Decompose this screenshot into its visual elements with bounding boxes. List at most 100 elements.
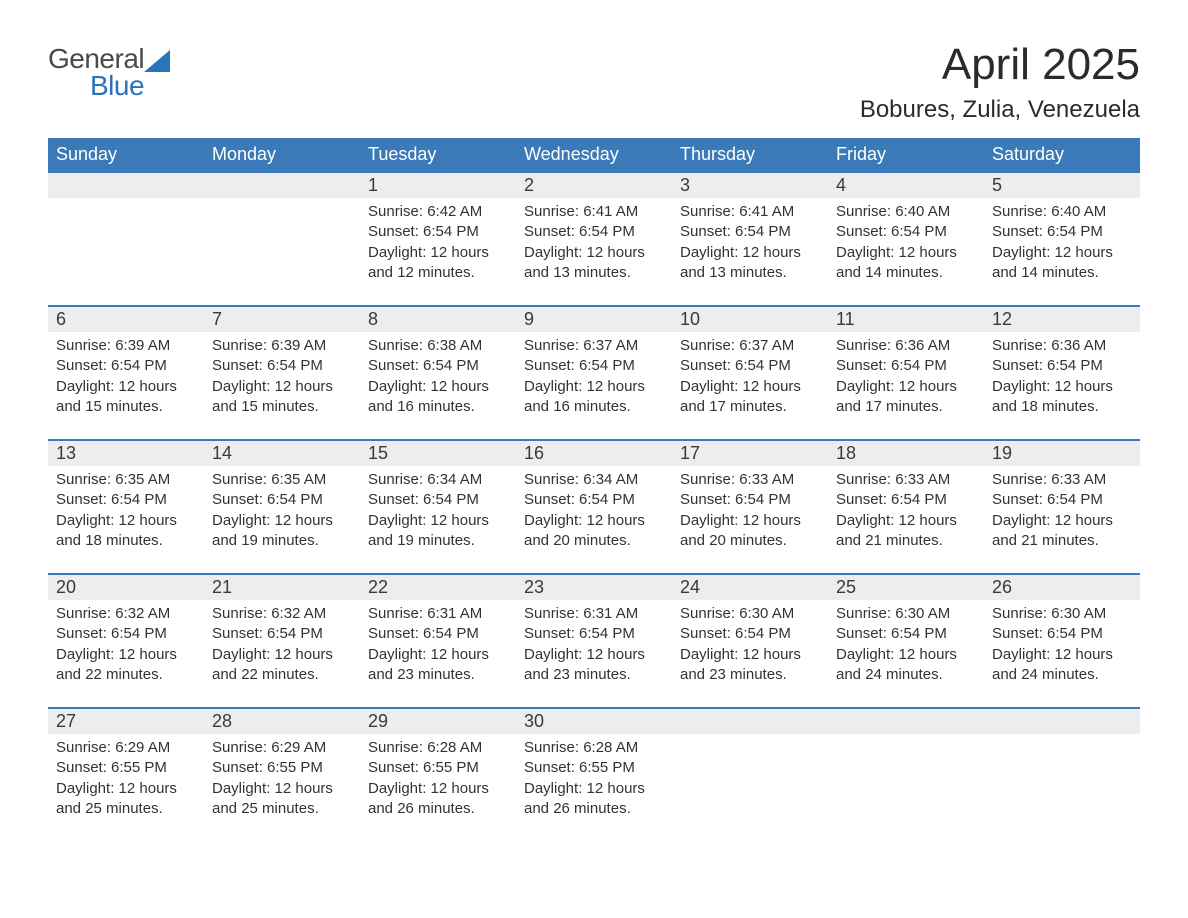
sunrise-text: Sunrise: 6:33 AM bbox=[680, 470, 820, 490]
sunrise-text: Sunrise: 6:40 AM bbox=[992, 202, 1132, 222]
calendar-tbody: 12345Sunrise: 6:42 AMSunset: 6:54 PMDayl… bbox=[48, 172, 1140, 842]
day-content-cell: Sunrise: 6:39 AMSunset: 6:54 PMDaylight:… bbox=[48, 332, 204, 440]
week-content-row: Sunrise: 6:32 AMSunset: 6:54 PMDaylight:… bbox=[48, 600, 1140, 708]
daylight-text: Daylight: 12 hours and 14 minutes. bbox=[836, 243, 976, 284]
day-number-cell: 27 bbox=[48, 708, 204, 734]
week-content-row: Sunrise: 6:29 AMSunset: 6:55 PMDaylight:… bbox=[48, 734, 1140, 842]
daylight-text: Daylight: 12 hours and 25 minutes. bbox=[56, 779, 196, 820]
day-content-cell bbox=[984, 734, 1140, 842]
sunrise-text: Sunrise: 6:40 AM bbox=[836, 202, 976, 222]
day-header: Tuesday bbox=[360, 138, 516, 172]
week-content-row: Sunrise: 6:35 AMSunset: 6:54 PMDaylight:… bbox=[48, 466, 1140, 574]
daylight-text: Daylight: 12 hours and 17 minutes. bbox=[836, 377, 976, 418]
day-number-cell: 3 bbox=[672, 172, 828, 198]
sunset-text: Sunset: 6:54 PM bbox=[212, 356, 352, 376]
brand-line2: Blue bbox=[48, 73, 144, 100]
day-content-cell: Sunrise: 6:35 AMSunset: 6:54 PMDaylight:… bbox=[48, 466, 204, 574]
daylight-text: Daylight: 12 hours and 18 minutes. bbox=[56, 511, 196, 552]
sunset-text: Sunset: 6:54 PM bbox=[992, 222, 1132, 242]
day-content-cell: Sunrise: 6:33 AMSunset: 6:54 PMDaylight:… bbox=[828, 466, 984, 574]
location-subtitle: Bobures, Zulia, Venezuela bbox=[860, 96, 1140, 124]
day-content-cell: Sunrise: 6:33 AMSunset: 6:54 PMDaylight:… bbox=[672, 466, 828, 574]
sunrise-text: Sunrise: 6:30 AM bbox=[680, 604, 820, 624]
brand-text: General Blue bbox=[48, 46, 144, 99]
day-content-cell: Sunrise: 6:29 AMSunset: 6:55 PMDaylight:… bbox=[204, 734, 360, 842]
sunset-text: Sunset: 6:54 PM bbox=[992, 490, 1132, 510]
sunset-text: Sunset: 6:54 PM bbox=[212, 490, 352, 510]
calendar-thead: Sunday Monday Tuesday Wednesday Thursday… bbox=[48, 138, 1140, 172]
sunset-text: Sunset: 6:54 PM bbox=[368, 222, 508, 242]
day-content-cell: Sunrise: 6:41 AMSunset: 6:54 PMDaylight:… bbox=[516, 198, 672, 306]
week-daynum-row: 13141516171819 bbox=[48, 440, 1140, 466]
sunset-text: Sunset: 6:54 PM bbox=[680, 222, 820, 242]
sunrise-text: Sunrise: 6:30 AM bbox=[836, 604, 976, 624]
day-number-cell: 15 bbox=[360, 440, 516, 466]
sunrise-text: Sunrise: 6:42 AM bbox=[368, 202, 508, 222]
sunrise-text: Sunrise: 6:41 AM bbox=[524, 202, 664, 222]
day-content-cell: Sunrise: 6:37 AMSunset: 6:54 PMDaylight:… bbox=[672, 332, 828, 440]
sunset-text: Sunset: 6:54 PM bbox=[56, 490, 196, 510]
daylight-text: Daylight: 12 hours and 20 minutes. bbox=[524, 511, 664, 552]
daylight-text: Daylight: 12 hours and 22 minutes. bbox=[212, 645, 352, 686]
day-number-cell bbox=[984, 708, 1140, 734]
day-number-cell: 26 bbox=[984, 574, 1140, 600]
day-number-cell: 1 bbox=[360, 172, 516, 198]
week-content-row: Sunrise: 6:39 AMSunset: 6:54 PMDaylight:… bbox=[48, 332, 1140, 440]
daylight-text: Daylight: 12 hours and 21 minutes. bbox=[992, 511, 1132, 552]
week-content-row: Sunrise: 6:42 AMSunset: 6:54 PMDaylight:… bbox=[48, 198, 1140, 306]
week-daynum-row: 12345 bbox=[48, 172, 1140, 198]
daylight-text: Daylight: 12 hours and 19 minutes. bbox=[212, 511, 352, 552]
sunrise-text: Sunrise: 6:29 AM bbox=[212, 738, 352, 758]
day-header: Monday bbox=[204, 138, 360, 172]
sunrise-text: Sunrise: 6:34 AM bbox=[524, 470, 664, 490]
day-content-cell: Sunrise: 6:31 AMSunset: 6:54 PMDaylight:… bbox=[360, 600, 516, 708]
day-number-cell: 2 bbox=[516, 172, 672, 198]
day-content-cell: Sunrise: 6:42 AMSunset: 6:54 PMDaylight:… bbox=[360, 198, 516, 306]
header: General Blue April 2025 Bobures, Zulia, … bbox=[48, 40, 1140, 124]
sunset-text: Sunset: 6:54 PM bbox=[368, 356, 508, 376]
day-content-cell: Sunrise: 6:40 AMSunset: 6:54 PMDaylight:… bbox=[828, 198, 984, 306]
day-number-cell: 7 bbox=[204, 306, 360, 332]
daylight-text: Daylight: 12 hours and 22 minutes. bbox=[56, 645, 196, 686]
day-header-row: Sunday Monday Tuesday Wednesday Thursday… bbox=[48, 138, 1140, 172]
day-content-cell: Sunrise: 6:30 AMSunset: 6:54 PMDaylight:… bbox=[672, 600, 828, 708]
sunrise-text: Sunrise: 6:35 AM bbox=[212, 470, 352, 490]
sunset-text: Sunset: 6:54 PM bbox=[368, 490, 508, 510]
sunset-text: Sunset: 6:55 PM bbox=[212, 758, 352, 778]
day-content-cell: Sunrise: 6:31 AMSunset: 6:54 PMDaylight:… bbox=[516, 600, 672, 708]
daylight-text: Daylight: 12 hours and 13 minutes. bbox=[524, 243, 664, 284]
daylight-text: Daylight: 12 hours and 15 minutes. bbox=[56, 377, 196, 418]
day-content-cell: Sunrise: 6:35 AMSunset: 6:54 PMDaylight:… bbox=[204, 466, 360, 574]
brand-logo: General Blue bbox=[48, 46, 178, 99]
day-content-cell: Sunrise: 6:34 AMSunset: 6:54 PMDaylight:… bbox=[360, 466, 516, 574]
sunset-text: Sunset: 6:55 PM bbox=[368, 758, 508, 778]
daylight-text: Daylight: 12 hours and 16 minutes. bbox=[368, 377, 508, 418]
day-number-cell: 14 bbox=[204, 440, 360, 466]
day-number-cell: 11 bbox=[828, 306, 984, 332]
sunset-text: Sunset: 6:54 PM bbox=[56, 356, 196, 376]
sunset-text: Sunset: 6:54 PM bbox=[524, 624, 664, 644]
day-content-cell: Sunrise: 6:34 AMSunset: 6:54 PMDaylight:… bbox=[516, 466, 672, 574]
sunset-text: Sunset: 6:54 PM bbox=[368, 624, 508, 644]
sunrise-text: Sunrise: 6:38 AM bbox=[368, 336, 508, 356]
daylight-text: Daylight: 12 hours and 26 minutes. bbox=[368, 779, 508, 820]
daylight-text: Daylight: 12 hours and 23 minutes. bbox=[524, 645, 664, 686]
day-number-cell: 13 bbox=[48, 440, 204, 466]
daylight-text: Daylight: 12 hours and 17 minutes. bbox=[680, 377, 820, 418]
sunrise-text: Sunrise: 6:29 AM bbox=[56, 738, 196, 758]
calendar-table: Sunday Monday Tuesday Wednesday Thursday… bbox=[48, 138, 1140, 842]
sunrise-text: Sunrise: 6:28 AM bbox=[524, 738, 664, 758]
day-number-cell bbox=[48, 172, 204, 198]
day-number-cell: 19 bbox=[984, 440, 1140, 466]
day-content-cell: Sunrise: 6:30 AMSunset: 6:54 PMDaylight:… bbox=[828, 600, 984, 708]
sunrise-text: Sunrise: 6:32 AM bbox=[56, 604, 196, 624]
daylight-text: Daylight: 12 hours and 20 minutes. bbox=[680, 511, 820, 552]
day-content-cell: Sunrise: 6:28 AMSunset: 6:55 PMDaylight:… bbox=[516, 734, 672, 842]
sunrise-text: Sunrise: 6:36 AM bbox=[992, 336, 1132, 356]
day-content-cell: Sunrise: 6:38 AMSunset: 6:54 PMDaylight:… bbox=[360, 332, 516, 440]
sunrise-text: Sunrise: 6:41 AM bbox=[680, 202, 820, 222]
sunset-text: Sunset: 6:54 PM bbox=[524, 222, 664, 242]
day-content-cell: Sunrise: 6:39 AMSunset: 6:54 PMDaylight:… bbox=[204, 332, 360, 440]
sunset-text: Sunset: 6:55 PM bbox=[56, 758, 196, 778]
day-number-cell: 28 bbox=[204, 708, 360, 734]
